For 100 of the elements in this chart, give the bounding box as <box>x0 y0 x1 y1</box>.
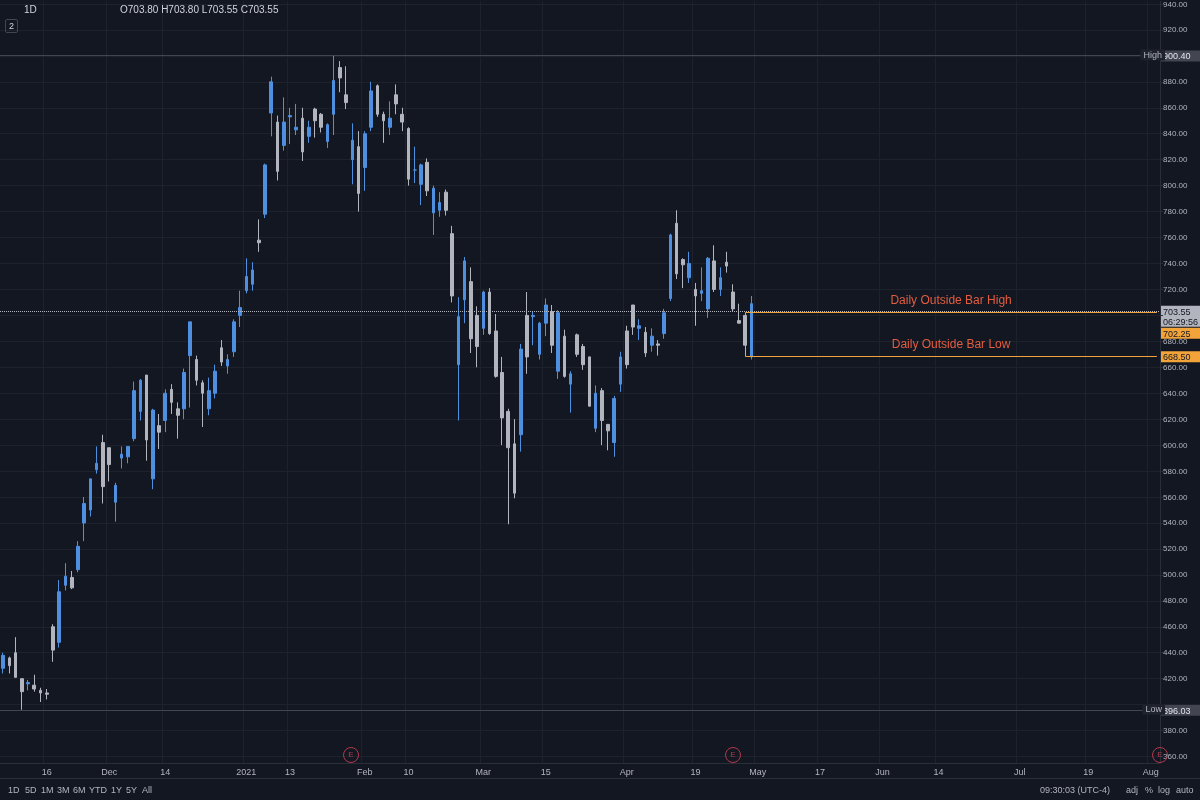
y-tick-label: 860.00 <box>1163 103 1189 113</box>
text: 3M <box>57 784 70 796</box>
candlestick <box>294 103 298 136</box>
x-tick-label: 2021 <box>236 766 257 777</box>
candlestick <box>519 343 523 453</box>
candlestick <box>8 656 11 674</box>
candlestick <box>14 636 17 678</box>
y-tick-label: 940.00 <box>1163 0 1189 9</box>
text: 09:30:03 (UTC-4) <box>1040 784 1111 796</box>
x-tick-label: May <box>749 766 767 777</box>
candlestick <box>120 445 123 469</box>
candlestick <box>20 678 24 711</box>
candlestick <box>319 112 323 133</box>
candlestick <box>32 674 36 693</box>
candlestick <box>656 339 660 357</box>
candlestick <box>513 418 516 499</box>
candlestick <box>438 191 441 218</box>
candlestick <box>482 290 485 336</box>
ref-line-label: High <box>1143 49 1162 60</box>
candlestick <box>625 325 629 370</box>
text: 396.03 <box>1163 705 1191 716</box>
candlestick <box>556 309 560 380</box>
x-tick-label: 19 <box>690 766 701 777</box>
candlestick <box>594 384 597 433</box>
candlestick <box>207 377 211 416</box>
candlestick <box>163 388 167 433</box>
y-tick-label: 380.00 <box>1163 726 1189 736</box>
candlestick <box>76 540 80 573</box>
y-tick-label: 360.00 <box>1163 752 1189 762</box>
annotation: 1D <box>24 4 37 16</box>
candlestick <box>282 96 286 152</box>
candlestick <box>351 122 354 185</box>
candlestick <box>245 257 248 294</box>
y-tick-label: 580.00 <box>1163 466 1189 476</box>
candlestick <box>220 339 223 367</box>
candlestick <box>39 687 42 703</box>
y-tick-label: 480.00 <box>1163 596 1189 606</box>
candlestick <box>719 266 722 297</box>
candlestick <box>743 311 747 357</box>
y-tick-label: 820.00 <box>1163 155 1189 165</box>
x-tick-label: 10 <box>403 766 414 777</box>
y-tick-label: 520.00 <box>1163 544 1189 554</box>
candlestick <box>145 374 148 462</box>
candlestick <box>114 482 117 523</box>
candlestick <box>662 308 666 340</box>
candlestick <box>687 251 691 284</box>
annotation: E <box>343 747 359 763</box>
candlestick <box>400 107 404 132</box>
candlestick <box>45 688 49 700</box>
text: 5Y <box>126 784 138 796</box>
candlestick <box>725 251 728 274</box>
candlestick <box>101 434 105 505</box>
ref-line-label: Low <box>1145 704 1163 715</box>
candlestick <box>544 298 548 337</box>
annotation: E <box>1157 750 1163 759</box>
y-tick-label: 420.00 <box>1163 674 1189 684</box>
text: 6M <box>73 784 86 796</box>
x-tick-label: Feb <box>357 766 373 777</box>
candlestick <box>57 579 61 649</box>
text: adj <box>1126 784 1139 796</box>
candlestick <box>257 218 261 253</box>
candlestick <box>506 408 510 525</box>
candlestick <box>413 146 417 184</box>
candlestick <box>388 100 392 136</box>
candlestick <box>82 496 86 542</box>
text: log <box>1158 784 1171 796</box>
y-tick-label: 740.00 <box>1163 258 1189 268</box>
x-tick-label: Dec <box>101 766 118 777</box>
candlestick <box>26 679 30 691</box>
candlestick <box>637 318 641 341</box>
y-tick-label: 880.00 <box>1163 77 1189 87</box>
candlestick <box>382 111 385 144</box>
x-tick-label: 17 <box>815 766 826 777</box>
candlestick <box>407 126 410 187</box>
candlestick <box>157 413 161 450</box>
candlestick <box>313 107 317 139</box>
candlestick <box>575 333 579 358</box>
y-tick-label: 460.00 <box>1163 622 1189 632</box>
candlestick <box>588 356 591 407</box>
candlestick <box>151 408 155 490</box>
ref-line-label: Daily Outside Bar High <box>890 293 1012 308</box>
candlestick <box>332 54 335 136</box>
candlestick <box>139 378 142 421</box>
candlestick <box>500 356 504 446</box>
x-tick-label: Jul <box>1013 766 1026 777</box>
y-tick-label: 660.00 <box>1163 362 1189 372</box>
candlestick <box>238 290 242 328</box>
candlestick <box>338 60 342 93</box>
candlestick <box>463 256 466 324</box>
candlestick <box>563 329 566 379</box>
y-tick-label: 620.00 <box>1163 414 1189 424</box>
annotation: 2 <box>5 19 19 33</box>
text: 1M <box>41 784 54 796</box>
x-tick-label: 15 <box>540 766 551 777</box>
y-tick-label: 780.00 <box>1163 207 1189 217</box>
y-tick-label: 600.00 <box>1163 440 1189 450</box>
candlestick <box>494 313 498 379</box>
candlestick <box>95 445 98 475</box>
candlestick <box>64 562 67 591</box>
candlestick <box>750 295 753 360</box>
